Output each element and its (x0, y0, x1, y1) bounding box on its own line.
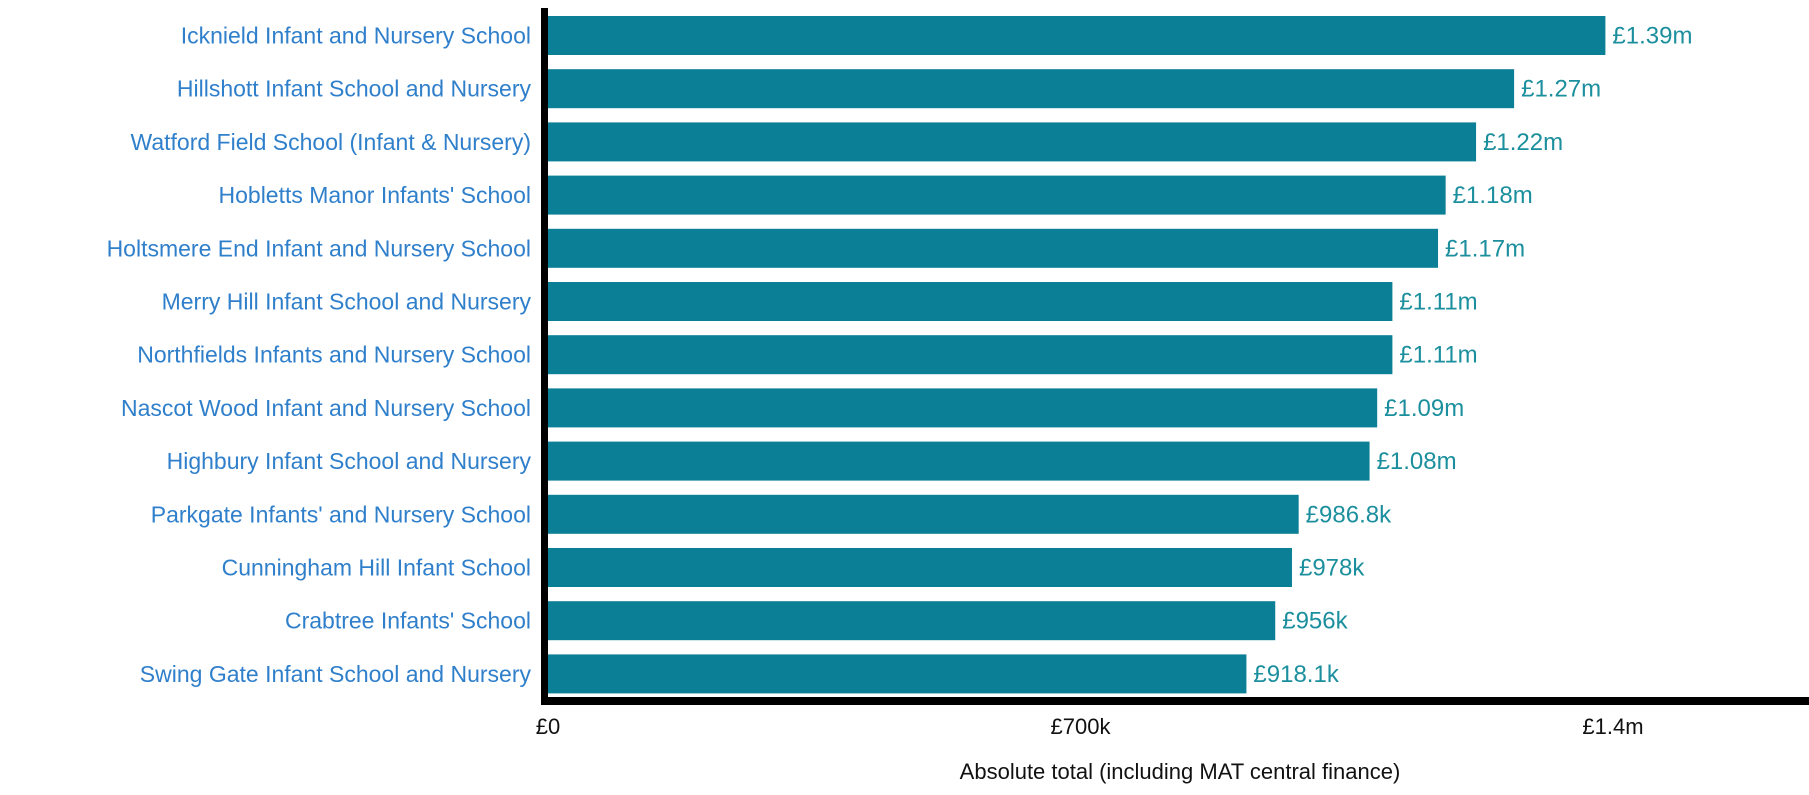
data-label: £1.17m (1445, 235, 1525, 262)
category-label[interactable]: Merry Hill Infant School and Nursery (162, 289, 532, 315)
data-label: £1.22m (1483, 129, 1563, 156)
bars-group (548, 16, 1606, 694)
data-label: £1.11m (1399, 342, 1477, 369)
bar[interactable] (548, 282, 1393, 321)
y-axis-line (541, 8, 548, 698)
category-label[interactable]: Cunningham Hill Infant School (222, 555, 531, 581)
data-label: £1.18m (1453, 182, 1533, 209)
category-label[interactable]: Nascot Wood Infant and Nursery School (121, 395, 531, 421)
bar[interactable] (548, 335, 1393, 375)
category-labels-group: Icknield Infant and Nursery School Hillsh… (107, 23, 532, 687)
bar[interactable] (548, 494, 1299, 534)
category-label[interactable]: Northfields Infants and Nursery School (137, 342, 531, 368)
x-tick-label: £0 (536, 714, 560, 739)
category-label[interactable]: Crabtree Infants' School (285, 608, 531, 634)
axes-group: £0 £700k £1.4m (536, 8, 1809, 739)
data-label: £918.1k (1253, 661, 1339, 688)
category-label[interactable]: Hillshott Infant School and Nursery (177, 76, 532, 102)
data-label: £1.27m (1521, 76, 1601, 103)
data-label: £956k (1282, 608, 1348, 635)
bar[interactable] (548, 601, 1276, 641)
bar[interactable] (548, 122, 1477, 162)
bar[interactable] (548, 654, 1247, 694)
data-label: £986.8k (1306, 501, 1392, 528)
x-axis-title: Absolute total (including MAT central fi… (960, 759, 1401, 784)
bar[interactable] (548, 441, 1370, 481)
bar[interactable] (548, 175, 1446, 215)
data-label: £1.39m (1612, 23, 1692, 50)
bar[interactable] (548, 388, 1378, 428)
x-tick-label: £700k (1051, 714, 1112, 739)
data-label: £1.11m (1399, 289, 1477, 316)
data-label: £978k (1299, 555, 1365, 582)
x-axis-line (541, 697, 1809, 705)
category-label[interactable]: Highbury Infant School and Nursery (167, 448, 532, 474)
data-labels-group: £1.39m £1.27m £1.22m £1.18m £1.17m £1.11m £1.1… (1253, 23, 1692, 688)
category-label[interactable]: Parkgate Infants' and Nursery School (151, 501, 531, 527)
bar[interactable] (548, 16, 1606, 55)
bar[interactable] (548, 228, 1439, 268)
bar[interactable] (548, 69, 1515, 109)
bar[interactable] (548, 548, 1292, 587)
x-tick-label: £1.4m (1582, 714, 1643, 739)
category-label[interactable]: Swing Gate Infant School and Nursery (140, 661, 532, 687)
category-label[interactable]: Hobletts Manor Infants' School (219, 182, 532, 208)
category-label[interactable]: Holtsmere End Infant and Nursery School (107, 235, 531, 261)
data-label: £1.09m (1384, 395, 1464, 422)
category-label[interactable]: Watford Field School (Infant & Nursery) (130, 129, 531, 155)
data-label: £1.08m (1377, 448, 1457, 475)
category-label[interactable]: Icknield Infant and Nursery School (181, 23, 531, 49)
